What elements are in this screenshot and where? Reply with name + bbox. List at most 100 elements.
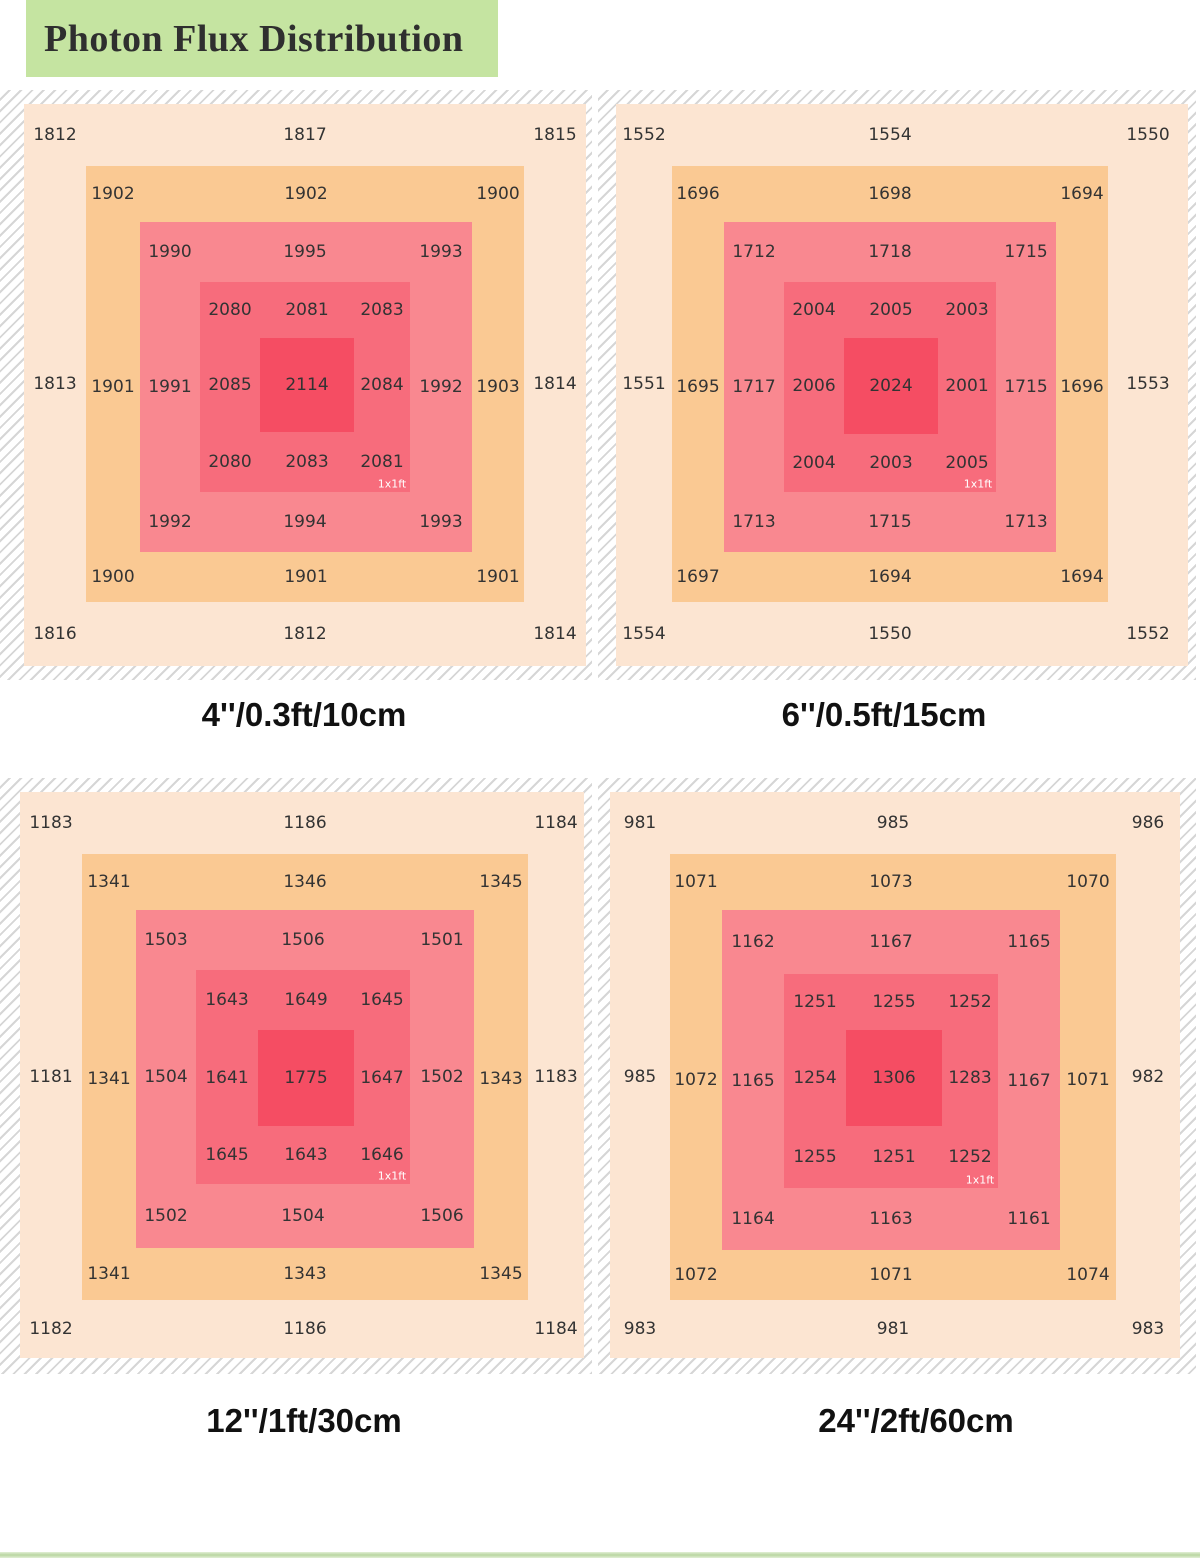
- reading-outer: 1183: [29, 813, 73, 833]
- reading-second: 1341: [87, 872, 131, 892]
- reading-outer: 1186: [283, 813, 327, 833]
- reading-second: 1902: [91, 184, 135, 204]
- reading-inner: 1252: [948, 992, 992, 1012]
- reading-center: 1306: [872, 1068, 916, 1088]
- reading-second: 1697: [676, 567, 720, 587]
- reading-second: 1072: [674, 1265, 718, 1285]
- reading-outer: 1813: [33, 374, 77, 394]
- reading-outer: 1554: [868, 125, 912, 145]
- ppfd-panel: 981 985 986 985 982 983 981 983 1071 1073 1070 1072…: [598, 778, 1196, 1374]
- reading-outer: 1182: [29, 1319, 73, 1339]
- reading-inner: 2085: [208, 375, 252, 395]
- reading-inner: 1649: [284, 990, 328, 1010]
- center-square: [844, 338, 938, 434]
- reading-outer: 1550: [868, 624, 912, 644]
- reading-second: 1071: [1066, 1070, 1110, 1090]
- reading-inner: 1643: [284, 1145, 328, 1165]
- reading-second: 1341: [87, 1264, 131, 1284]
- ppfd-panel: 1812 1817 1815 1813 1814 1816 1812 1814 1902 1902…: [0, 90, 592, 680]
- reading-third: 1992: [419, 377, 463, 397]
- panel-caption: 4''/0.3ft/10cm: [201, 696, 407, 733]
- reading-third: 1713: [1004, 512, 1048, 532]
- reading-outer: 985: [623, 1067, 657, 1087]
- reading-inner: 2005: [869, 300, 913, 320]
- reading-outer: 1812: [283, 624, 327, 644]
- reading-third: 1712: [732, 242, 776, 262]
- footer-divider: [0, 1552, 1200, 1558]
- reading-third: 1502: [420, 1067, 464, 1087]
- area-label: 1x1ft: [377, 477, 407, 491]
- reading-inner: 1646: [360, 1145, 404, 1165]
- reading-inner: 1641: [205, 1068, 249, 1088]
- reading-outer: 1183: [534, 1067, 578, 1087]
- reading-second: 1698: [868, 184, 912, 204]
- reading-center: 2114: [285, 375, 329, 395]
- reading-inner: 1645: [205, 1145, 249, 1165]
- reading-outer: 985: [876, 813, 910, 833]
- panel-caption: 6''/0.5ft/15cm: [781, 696, 987, 733]
- reading-outer: 1816: [33, 624, 77, 644]
- reading-second: 1695: [676, 377, 720, 397]
- reading-inner: 1645: [360, 990, 404, 1010]
- reading-center: 2024: [869, 376, 913, 396]
- reading-third: 1504: [144, 1067, 188, 1087]
- reading-inner: 2081: [360, 452, 404, 472]
- reading-second: 1903: [476, 377, 520, 397]
- ppfd-panel: 1552 1554 1550 1551 1553 1554 1550 1552 1696 1698…: [598, 90, 1196, 680]
- reading-second: 1902: [284, 184, 328, 204]
- reading-inner: 1255: [793, 1147, 837, 1167]
- panel-caption: 24''/2ft/60cm: [818, 1402, 1014, 1439]
- reading-second: 1343: [479, 1069, 523, 1089]
- reading-outer: 1550: [1126, 125, 1170, 145]
- reading-second: 1341: [87, 1069, 131, 1089]
- reading-outer: 1553: [1126, 374, 1170, 394]
- reading-third: 1715: [1004, 242, 1048, 262]
- reading-third: 1713: [732, 512, 776, 532]
- reading-outer: 1552: [622, 125, 666, 145]
- reading-inner: 1647: [360, 1068, 404, 1088]
- reading-third: 1718: [868, 242, 912, 262]
- reading-second: 1070: [1066, 872, 1110, 892]
- reading-inner: 2004: [792, 300, 836, 320]
- reading-inner: 1252: [948, 1147, 992, 1167]
- reading-second: 1346: [283, 872, 327, 892]
- reading-inner: 2003: [945, 300, 989, 320]
- area-label: 1x1ft: [377, 1169, 407, 1183]
- reading-outer: 1551: [622, 374, 666, 394]
- center-square: [846, 1030, 942, 1126]
- reading-third: 1502: [144, 1206, 188, 1226]
- reading-outer: 981: [623, 813, 657, 833]
- area-label: 1x1ft: [963, 477, 993, 491]
- reading-inner: 2083: [285, 452, 329, 472]
- reading-outer: 1184: [534, 1319, 578, 1339]
- reading-outer: 983: [623, 1319, 657, 1339]
- area-label: 1x1ft: [965, 1173, 995, 1187]
- reading-outer: 1181: [29, 1067, 73, 1087]
- reading-third: 1165: [731, 1071, 775, 1091]
- reading-second: 1071: [674, 872, 718, 892]
- panel-caption: 12''/1ft/30cm: [206, 1402, 402, 1439]
- reading-third: 1715: [868, 512, 912, 532]
- reading-second: 1901: [476, 567, 520, 587]
- center-square: [258, 1030, 354, 1126]
- reading-inner: 2084: [360, 375, 404, 395]
- reading-third: 1993: [419, 512, 463, 532]
- reading-second: 1694: [868, 567, 912, 587]
- reading-outer: 1186: [283, 1319, 327, 1339]
- reading-outer: 1554: [622, 624, 666, 644]
- center-square: [260, 338, 354, 432]
- reading-third: 1506: [281, 930, 325, 950]
- reading-outer: 1815: [533, 125, 577, 145]
- reading-second: 1901: [91, 377, 135, 397]
- reading-outer: 981: [876, 1319, 910, 1339]
- reading-second: 1073: [869, 872, 913, 892]
- reading-outer: 1812: [33, 125, 77, 145]
- reading-inner: 1254: [793, 1068, 837, 1088]
- reading-third: 1167: [869, 932, 913, 952]
- reading-outer: 983: [1131, 1319, 1165, 1339]
- reading-second: 1074: [1066, 1265, 1110, 1285]
- reading-inner: 2001: [945, 376, 989, 396]
- reading-inner: 2080: [208, 452, 252, 472]
- reading-inner: 1251: [872, 1147, 916, 1167]
- title-banner: Photon Flux Distribution: [26, 0, 498, 77]
